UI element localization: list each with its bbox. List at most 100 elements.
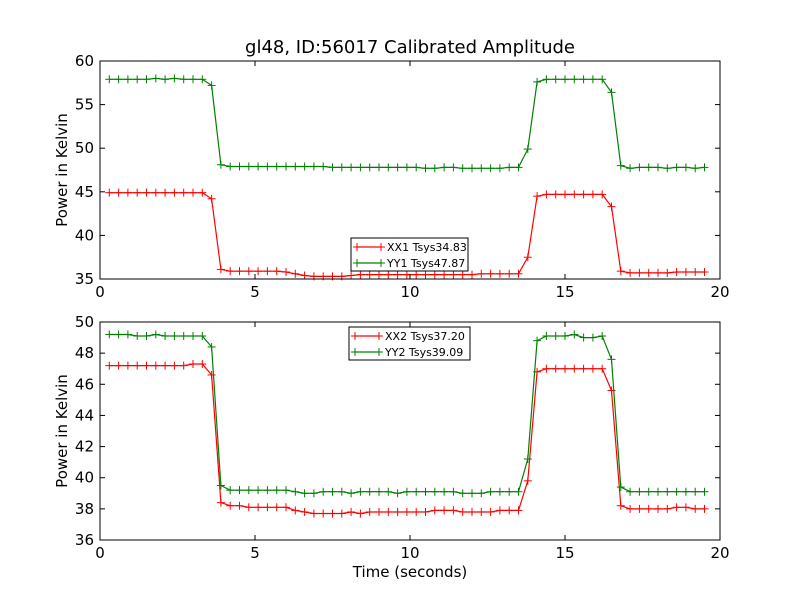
data-point <box>700 504 709 513</box>
data-point <box>356 487 365 496</box>
data-point <box>440 506 449 515</box>
data-point <box>105 188 114 197</box>
data-point <box>514 506 523 515</box>
data-point <box>579 75 588 84</box>
data-point <box>179 75 188 84</box>
data-point <box>300 507 309 516</box>
data-point <box>179 188 188 197</box>
data-point <box>654 163 662 172</box>
data-point <box>235 162 244 171</box>
x-tick-label: 10 <box>400 544 419 562</box>
legend-marker <box>353 243 361 251</box>
data-point <box>663 504 672 513</box>
data-point <box>570 190 579 199</box>
data-point <box>347 163 356 172</box>
data-point <box>561 75 569 84</box>
data-point <box>216 481 225 490</box>
data-point <box>654 268 662 277</box>
legend-marker <box>353 259 361 267</box>
data-point <box>291 506 300 515</box>
data-point <box>263 162 272 171</box>
data-point <box>477 269 486 278</box>
data-point <box>635 268 644 277</box>
data-point <box>477 489 486 498</box>
data-point <box>123 75 132 84</box>
data-point <box>440 163 449 172</box>
data-point <box>607 88 616 97</box>
data-point <box>151 361 160 370</box>
data-point <box>533 336 542 345</box>
data-point <box>458 489 467 498</box>
data-point <box>375 270 383 279</box>
data-point <box>626 164 635 173</box>
x-tick-label: 15 <box>555 544 574 562</box>
data-point <box>216 498 225 507</box>
data-point <box>105 361 114 370</box>
data-point <box>216 160 225 169</box>
bottom-plot: 0 5 10 15 20 36 38 40 42 44 46 48 50 Power in Kelvin T… <box>53 313 730 581</box>
data-point <box>421 164 430 173</box>
top-plot: 0 5 10 15 20 35 40 45 50 55 60 Power in Kelvin XX1 T… <box>53 52 730 301</box>
data-point <box>402 507 411 516</box>
data-point <box>244 503 253 512</box>
data-point <box>523 476 532 485</box>
data-point <box>412 270 421 279</box>
data-point <box>691 487 700 496</box>
legend-marker <box>377 259 385 267</box>
data-point <box>495 487 504 496</box>
data-point <box>672 503 681 512</box>
data-point <box>570 75 579 84</box>
data-point <box>226 501 235 510</box>
data-point <box>644 163 653 172</box>
data-point <box>700 163 709 172</box>
data-point <box>272 162 281 171</box>
data-point <box>635 163 644 172</box>
x-tick-label: 10 <box>400 283 419 301</box>
legend-box <box>348 326 471 361</box>
data-point <box>542 190 551 199</box>
data-point <box>514 269 523 278</box>
legend-marker <box>375 348 383 356</box>
data-point <box>616 161 625 170</box>
x-tick-label: 20 <box>710 544 729 562</box>
data-point <box>672 268 681 277</box>
data-point <box>607 355 616 364</box>
data-point <box>356 509 365 518</box>
data-point <box>347 507 356 516</box>
y-tick-label: 50 <box>75 313 94 331</box>
data-point <box>105 330 114 339</box>
data-point <box>226 267 235 276</box>
data-point <box>319 162 328 171</box>
y-axis-label: Power in Kelvin <box>53 374 71 488</box>
data-point <box>523 145 532 154</box>
data-point <box>449 506 458 515</box>
data-point <box>328 487 337 496</box>
data-point <box>282 486 290 495</box>
data-point <box>189 360 197 369</box>
y-tick-label: 50 <box>75 139 94 157</box>
data-point <box>468 270 476 279</box>
data-point <box>644 504 653 513</box>
data-point <box>440 487 449 496</box>
data-point <box>681 268 690 277</box>
data-point <box>607 202 616 211</box>
data-point <box>393 507 402 516</box>
y-tick-label: 36 <box>75 531 94 549</box>
data-point <box>681 503 690 512</box>
data-point <box>505 487 514 496</box>
data-point <box>691 268 700 277</box>
data-point <box>263 267 272 276</box>
data-point <box>235 267 244 276</box>
data-point <box>691 504 700 513</box>
legend-entry: XX1 Tsys34.83 <box>353 241 467 254</box>
data-point <box>542 75 551 84</box>
data-point <box>133 75 142 84</box>
data-point <box>598 332 607 341</box>
data-point <box>272 486 281 495</box>
data-point <box>663 268 672 277</box>
data-point <box>486 269 495 278</box>
data-point <box>551 75 560 84</box>
data-point <box>402 487 411 496</box>
data-point <box>533 192 542 201</box>
